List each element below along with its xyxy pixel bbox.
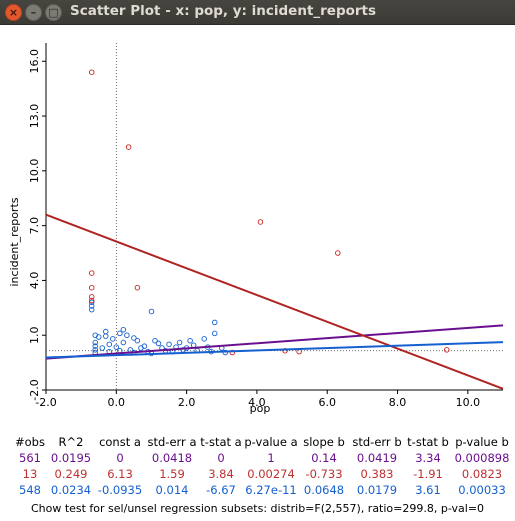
stats-header-row: #obs R^2 const a std-err a t-stat a p-value a… [0,435,515,451]
data-point [335,251,340,256]
data-point [258,220,263,225]
data-point [135,338,140,343]
data-point [188,338,193,343]
stats-cell: 548 [19,483,41,497]
data-point [118,331,123,336]
stats-cell: 3.34 [415,451,441,465]
stats-cell: 0.383 [361,467,394,481]
stats-cell: 6.13 [107,467,133,481]
stats-cell: 0.00033 [458,483,506,497]
data-point [121,327,126,332]
stats-cell: 0 [217,451,224,465]
data-point [444,348,449,353]
data-points [89,70,449,356]
data-point [212,331,217,336]
stats-row-all: 561 0.0195 0 0.0418 0 1 0.14 0.0419 3.34 0.000898 [0,451,515,467]
stats-cell: 0.00274 [247,467,295,481]
stats-cell: -0.0935 [98,483,142,497]
stats-cell: 0.0418 [152,451,192,465]
stats-cell: 0.014 [156,483,189,497]
minimize-window-icon[interactable]: – [25,4,42,21]
stats-cell: 1 [267,451,274,465]
data-point [212,320,217,325]
stats-cell: 0.0195 [51,451,91,465]
window-title: Scatter Plot - x: pop, y: incident_repor… [70,3,376,19]
stats-cell: 0.0823 [462,467,502,481]
y-tick-label: 7.0 [28,217,41,235]
regression-line-sel [46,215,503,389]
data-point [89,271,94,276]
stats-cell: 3.84 [208,467,234,481]
x-axis-label: pop [250,402,271,415]
y-tick-label: 16.0 [28,49,41,73]
x-tick-label: 8.0 [389,396,407,409]
stats-cell: 1.59 [159,467,185,481]
data-point [126,145,131,150]
stats-row-unselected: 548 0.0234 -0.0935 0.014 -6.67 6.27e-11 0.0648… [0,483,515,499]
data-point [167,342,172,347]
stats-header-cell: p-value b [455,435,509,449]
data-point [202,337,207,342]
x-tick-label: 0.0 [108,396,126,409]
regression-line-all [46,325,503,358]
stats-cell: -6.67 [206,483,236,497]
stats-row-selected: 13 0.249 6.13 1.59 3.84 0.00274 -0.733 0.383 -1.… [0,467,515,483]
x-tick-label: 10.0 [456,396,481,409]
data-point [89,285,94,290]
close-window-icon[interactable]: × [5,4,22,21]
y-tick-label: -2.0 [28,379,41,400]
stats-cell: 0.0648 [304,483,344,497]
stats-cell: 561 [19,451,41,465]
stats-cell: -1.91 [413,467,443,481]
chow-test-summary: Chow test for sel/unsel regression subse… [0,502,515,515]
data-point [100,346,105,351]
stats-cell: 13 [23,467,38,481]
stats-cell: 0.14 [311,451,337,465]
y-axis-label: incident_reports [8,197,21,286]
window-titlebar: × – □ Scatter Plot - x: pop, y: incident… [0,0,515,25]
maximize-window-icon[interactable]: □ [45,4,62,21]
data-point [89,70,94,75]
y-tick-label: 1.0 [28,326,41,344]
data-point [114,345,119,350]
stats-cell: 3.61 [415,483,441,497]
data-point [149,309,154,314]
y-tick-label: 4.0 [28,272,41,290]
scatter-plot[interactable]: -2.0 0.0 2.0 4.0 6.0 8.0 10.0 -2.0 1.0 4.0 7.0 10.0… [0,24,515,432]
stats-cell: 0.000898 [455,451,510,465]
stats-cell: 0.0179 [357,483,397,497]
stats-header-cell: std-err b [352,435,401,449]
data-point [156,341,161,346]
stats-header-cell: R^2 [59,435,84,449]
stats-cell: 0.0419 [357,451,397,465]
data-point [110,337,115,342]
x-tick-label: 6.0 [318,396,336,409]
data-point [177,340,182,345]
stats-header-cell: std-err a [148,435,197,449]
stats-header-cell: slope b [303,435,345,449]
regression-line-unsel [46,342,503,357]
stats-header-cell: p-value a [244,435,297,449]
y-tick-label: 13.0 [28,104,41,129]
stats-cell: 0.249 [55,467,88,481]
y-tick-label: 10.0 [28,159,41,184]
stats-header-cell: #obs [15,435,45,449]
regression-lines [46,215,503,389]
x-tick-label: 2.0 [178,396,196,409]
stats-header-cell: t-stat a [200,435,241,449]
data-point [125,333,130,338]
data-point [103,329,108,334]
stats-cell: 6.27e-11 [245,483,296,497]
stats-cell: -0.733 [305,467,342,481]
stats-cell: 0 [116,451,123,465]
data-point [135,285,140,290]
stats-cell: 0.0234 [51,483,91,497]
data-point [103,334,108,339]
data-point [107,342,112,347]
data-point [121,340,126,345]
stats-header-cell: t-stat b [407,435,449,449]
stats-header-cell: const a [99,435,141,449]
